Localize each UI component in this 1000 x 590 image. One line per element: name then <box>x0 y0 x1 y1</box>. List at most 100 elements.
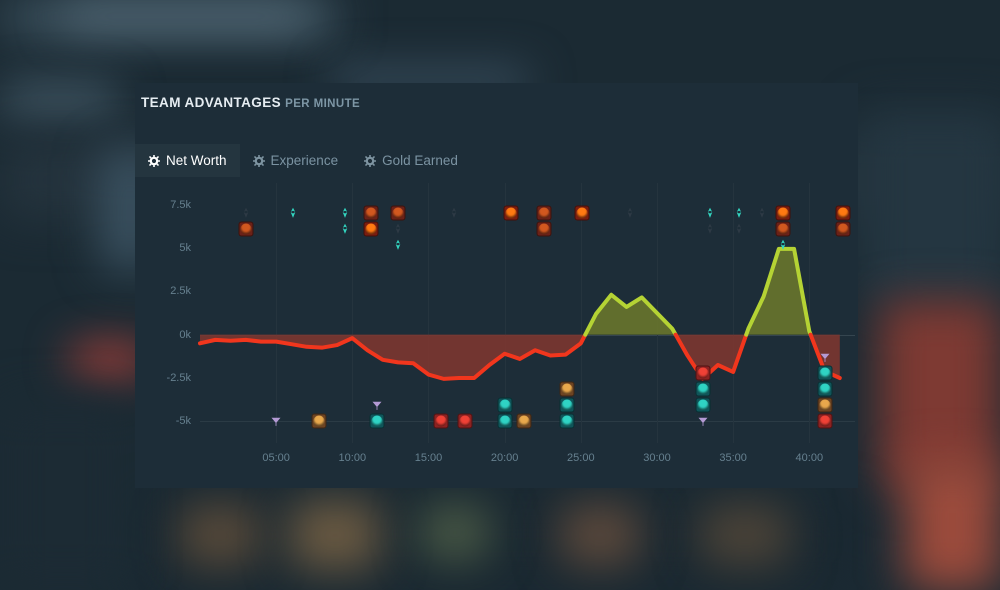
top-event-marker <box>238 221 254 237</box>
top-event-marker <box>286 207 299 220</box>
bottom-event-marker <box>311 413 327 429</box>
bottom-event-marker <box>695 397 711 413</box>
top-event-marker <box>363 221 379 237</box>
top-event-marker <box>775 221 791 237</box>
team-advantages-panel: TEAM ADVANTAGES PER MINUTE Net Worth Exp… <box>135 83 858 488</box>
x-axis-tick-label: 35:00 <box>719 452 747 464</box>
radiant-advantage-line <box>744 246 813 337</box>
top-event-marker <box>392 223 405 236</box>
background-blob <box>560 505 640 565</box>
x-axis-tick-label: 25:00 <box>567 452 595 464</box>
background-blob <box>700 505 790 565</box>
bottom-event-marker <box>817 413 833 429</box>
top-event-marker <box>503 205 519 221</box>
bottom-event-marker <box>370 399 383 412</box>
top-event-marker <box>448 207 461 220</box>
bottom-event-marker <box>695 381 711 397</box>
vertical-gridline <box>580 183 582 443</box>
y-axis-tick-label: 2.5k <box>170 285 191 298</box>
top-event-marker <box>536 221 552 237</box>
top-event-marker <box>704 223 717 236</box>
top-event-marker <box>239 207 252 220</box>
background-blob <box>420 505 490 560</box>
vertical-gridline <box>733 183 735 443</box>
tab-label: Net Worth <box>166 153 227 168</box>
chart-layers: 7.5k 5k 2.5k 0k -2.5k -5k 05:00 10:00 15:00 20:00… <box>167 183 855 464</box>
y-axis-tick-label: -2.5k <box>166 372 191 384</box>
bottom-event-marker <box>497 413 513 429</box>
y-axis-tick-label: -5k <box>175 415 191 428</box>
dire-advantage-line <box>198 332 588 381</box>
top-event-marker <box>392 239 405 252</box>
background-blob <box>0 400 130 590</box>
background-blob <box>290 500 380 570</box>
top-event-marker <box>536 205 552 221</box>
x-axis-tick-label: 30:00 <box>643 452 671 464</box>
top-event-marker <box>704 207 717 220</box>
y-axis-tick-label: 7.5k <box>170 198 191 211</box>
bottom-event-marker <box>695 365 711 381</box>
x-axis-tick-label: 10:00 <box>338 452 367 464</box>
vertical-gridline <box>504 183 506 443</box>
radiant-advantage-area <box>746 248 811 335</box>
y-axis-tick-label: 5k <box>179 242 191 254</box>
chart-plot-area: 7.5k 5k 2.5k 0k -2.5k -5k 05:00 10:00 15:00 20:00… <box>167 183 855 464</box>
top-event-marker <box>390 205 406 221</box>
tab-net-worth[interactable]: Net Worth <box>135 144 240 177</box>
background-blob <box>0 85 120 115</box>
bottom-event-marker <box>817 365 833 381</box>
x-axis-tick-label: 15:00 <box>414 452 443 464</box>
bottom-event-marker <box>369 413 385 429</box>
bottom-event-marker <box>457 413 473 429</box>
bottom-event-marker <box>270 415 283 428</box>
dire-advantage-line <box>673 332 749 381</box>
top-event-marker <box>756 207 769 220</box>
cog-icon <box>363 154 377 167</box>
bottom-event-marker <box>497 397 513 413</box>
dire-advantage-area <box>200 334 586 379</box>
top-event-marker <box>733 207 746 220</box>
bottom-event-marker <box>516 413 532 429</box>
background-blob <box>180 505 260 565</box>
x-axis-tick-label: 05:00 <box>262 452 290 464</box>
vertical-gridline <box>809 183 811 443</box>
cog-icon <box>147 154 161 167</box>
tab-label: Gold Earned <box>382 153 458 168</box>
y-axis-tick-label: 0k <box>179 328 191 341</box>
tab-experience[interactable]: Experience <box>240 144 352 177</box>
background-blob <box>880 300 1000 490</box>
tab-label: Experience <box>270 153 339 168</box>
page-title: TEAM ADVANTAGES PER MINUTE <box>141 95 360 110</box>
bottom-event-marker <box>559 413 575 429</box>
panel-subtitle: PER MINUTE <box>285 98 361 110</box>
top-event-marker <box>835 221 851 237</box>
vertical-gridline <box>352 183 354 443</box>
bottom-event-marker <box>559 381 575 397</box>
top-event-marker <box>775 205 791 221</box>
vertical-gridline <box>276 183 278 443</box>
bottom-event-marker <box>817 397 833 413</box>
background-blob <box>905 460 1000 590</box>
bottom-event-marker <box>817 381 833 397</box>
background-blob <box>860 110 1000 310</box>
top-event-marker <box>574 205 590 221</box>
x-axis-tick-label: 40:00 <box>795 452 824 464</box>
tab-gold-earned[interactable]: Gold Earned <box>351 144 471 177</box>
bottom-event-marker <box>433 413 449 429</box>
top-event-marker <box>338 223 351 236</box>
top-event-marker <box>623 207 636 220</box>
bottom-event-marker <box>559 397 575 413</box>
background-blob <box>60 5 310 27</box>
bottom-event-marker <box>696 415 709 428</box>
top-event-marker <box>777 239 790 252</box>
top-event-marker <box>835 205 851 221</box>
radiant-advantage-area <box>585 294 676 335</box>
net-worth-advantage-series <box>198 246 842 381</box>
x-axis-tick-label: 20:00 <box>490 452 519 464</box>
chart-tabs: Net Worth Experience Gold Earned <box>135 144 471 177</box>
panel-title: TEAM ADVANTAGES <box>141 95 281 110</box>
top-event-marker <box>733 223 746 236</box>
vertical-gridline <box>428 183 430 443</box>
top-event-marker <box>338 207 351 220</box>
radiant-advantage-line <box>583 292 678 337</box>
